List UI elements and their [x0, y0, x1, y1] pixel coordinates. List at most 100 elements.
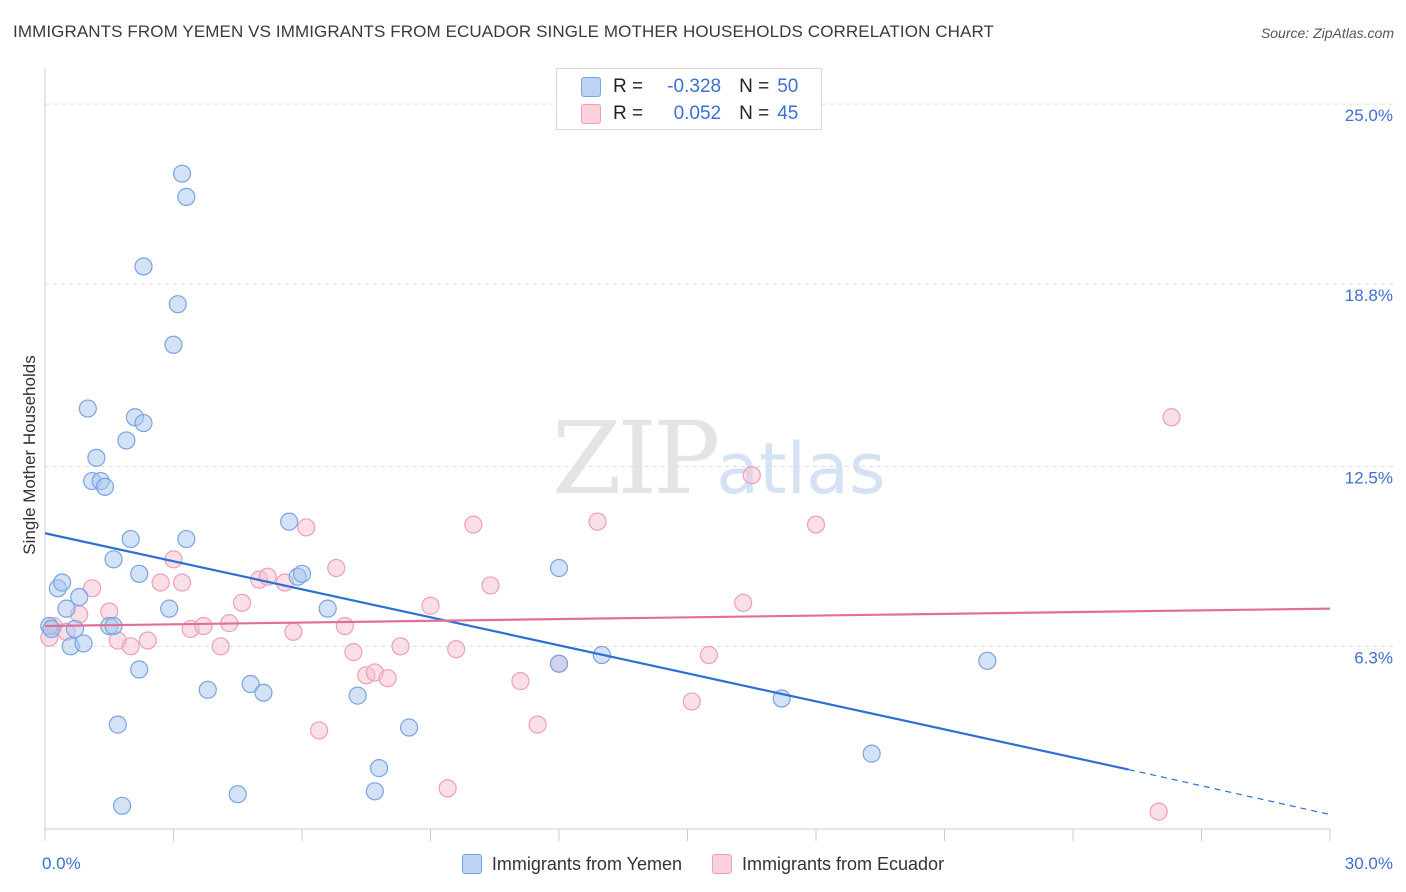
ecuador-legend-swatch — [712, 854, 732, 874]
y-tick-label: 18.8% — [1345, 286, 1393, 305]
ecuador-point — [438, 779, 457, 798]
ecuador-point — [447, 640, 466, 659]
ecuador-point — [742, 466, 761, 485]
ecuador-point — [511, 672, 530, 691]
ecuador-point — [734, 593, 753, 612]
ecuador-point — [528, 715, 547, 734]
yemen-point — [108, 715, 127, 734]
yemen-point — [292, 564, 312, 583]
yemen-point — [164, 335, 183, 354]
ecuador-swatch — [581, 104, 601, 124]
ecuador-point — [682, 692, 701, 711]
chart-title: IMMIGRANTS FROM YEMEN VS IMMIGRANTS FROM… — [13, 22, 995, 41]
legend-n-value: 50 — [777, 76, 799, 97]
ecuador-point — [378, 669, 397, 688]
yemen-point — [177, 529, 196, 549]
legend-r-value: -0.328 — [667, 76, 722, 97]
ecuador-point — [335, 616, 354, 636]
ecuador-point — [481, 576, 500, 595]
yemen-point — [134, 413, 153, 433]
ecuador-point — [421, 596, 440, 615]
ecuador-point — [194, 616, 213, 636]
yemen-point — [53, 573, 72, 592]
yemen-point — [95, 477, 115, 496]
yemen-point — [74, 634, 93, 653]
yemen-point — [241, 674, 260, 694]
yemen-point — [549, 558, 569, 578]
yemen-point — [130, 564, 149, 583]
yemen-point — [399, 718, 419, 737]
yemen-point — [104, 550, 123, 569]
yemen-point — [228, 785, 247, 804]
tick-labels: 6.3% 12.5% 18.8% 25.0% 0.0% 30.0% Single Mothe… — [20, 106, 1393, 873]
ecuador-point — [344, 643, 363, 662]
y-tick-label: 12.5% — [1345, 469, 1393, 488]
trend-lines — [44, 532, 1331, 816]
ecuador-point — [83, 579, 102, 598]
ecuador-point — [232, 593, 252, 612]
legend-row-ecuador: R = 0.052 N = 45 — [581, 101, 798, 127]
yemen-point — [254, 683, 273, 702]
ecuador-point — [588, 512, 607, 531]
ecuador-point — [172, 573, 192, 592]
yemen-legend-label: Immigrants from Yemen — [491, 853, 682, 874]
yemen-trend-line — [44, 532, 1129, 771]
ecuador-trend-line — [44, 607, 1331, 628]
y-tick-label: 6.3% — [1354, 648, 1393, 667]
yemen-point — [78, 399, 97, 418]
yemen-point — [198, 680, 217, 699]
ecuador-point — [1149, 802, 1168, 821]
yemen-point — [117, 431, 136, 450]
yemen-point — [365, 782, 384, 801]
yemen-point — [862, 744, 881, 763]
ecuador-point — [284, 622, 303, 641]
watermark-zip: ZIP — [552, 400, 720, 517]
ecuador-point — [121, 637, 140, 656]
yemen-point — [168, 295, 187, 314]
legend-n-label: N = — [739, 76, 770, 97]
ecuador-point — [151, 573, 170, 592]
ecuador-point — [806, 515, 826, 534]
source-label: Source: ZipAtlas.com — [1260, 25, 1394, 41]
yemen-point — [57, 599, 76, 618]
ecuador-point — [310, 721, 329, 740]
yemen-point — [172, 164, 192, 183]
series-legend: Immigrants from Yemen Immigrants from Ec… — [0, 850, 1406, 878]
yemen-point — [177, 187, 196, 206]
yemen-swatch — [581, 77, 601, 97]
legend-n-label: N = — [739, 103, 770, 124]
yemen-point — [70, 587, 89, 607]
ecuador-legend-label: Immigrants from Ecuador — [742, 853, 945, 874]
watermark: ZIPatlas — [552, 400, 885, 517]
watermark-atlas: atlas — [716, 428, 886, 510]
yemen-point — [112, 796, 132, 815]
yemen-point — [348, 686, 367, 705]
legend-item-yemen: Immigrants from Yemen — [461, 853, 682, 875]
data-points — [40, 164, 1181, 821]
yemen-point — [42, 619, 61, 639]
legend-r-label: R = — [613, 76, 644, 97]
ecuador-point — [138, 631, 157, 650]
x-tick-label: 30.0% — [1345, 854, 1393, 873]
legend-item-ecuador: Immigrants from Ecuador — [712, 854, 944, 875]
yemen-trend-extension — [1128, 768, 1331, 816]
yemen-point — [160, 599, 179, 618]
axes — [44, 68, 1331, 841]
y-tick-label: 25.0% — [1345, 106, 1393, 125]
yemen-point — [370, 759, 389, 778]
yemen-point — [549, 654, 569, 673]
legend-n-value: 45 — [777, 103, 799, 124]
stats-legend: R = -0.328 N = 50 R = 0.052 N = 45 — [556, 68, 822, 130]
yemen-legend-swatch — [461, 854, 482, 874]
ecuador-point — [699, 645, 719, 665]
ecuador-point — [391, 637, 410, 656]
y-axis-title: Single Mother Households — [20, 355, 39, 554]
yemen-point — [87, 448, 106, 467]
ecuador-point — [464, 515, 483, 534]
legend-row-yemen: R = -0.328 N = 50 — [581, 74, 798, 100]
legend-r-value: 0.052 — [673, 103, 722, 124]
ecuador-point — [211, 637, 230, 656]
yemen-point — [978, 651, 997, 670]
yemen-point — [318, 599, 337, 618]
